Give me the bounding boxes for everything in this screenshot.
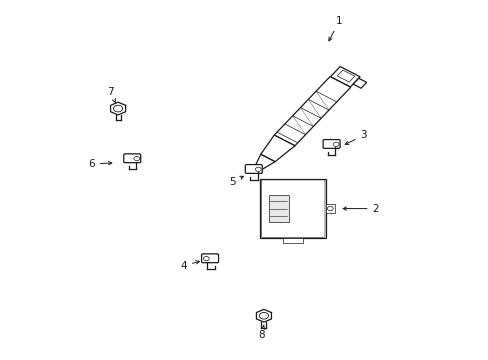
- Bar: [268, 195, 289, 222]
- Text: 3: 3: [345, 130, 366, 144]
- FancyBboxPatch shape: [245, 165, 262, 174]
- Circle shape: [259, 312, 268, 319]
- Bar: [325, 204, 334, 213]
- Text: 4: 4: [180, 261, 199, 271]
- Text: 2: 2: [343, 203, 378, 213]
- Circle shape: [113, 105, 122, 112]
- Polygon shape: [110, 102, 125, 115]
- Text: 1: 1: [328, 16, 342, 41]
- Polygon shape: [274, 77, 350, 146]
- Circle shape: [255, 167, 261, 171]
- Polygon shape: [260, 135, 294, 162]
- Bar: [260, 179, 325, 238]
- Circle shape: [333, 142, 338, 147]
- FancyBboxPatch shape: [123, 154, 141, 163]
- Circle shape: [134, 157, 140, 161]
- Polygon shape: [352, 78, 366, 88]
- FancyBboxPatch shape: [323, 140, 339, 148]
- Polygon shape: [254, 154, 274, 170]
- Bar: [283, 238, 302, 243]
- Text: 5: 5: [228, 176, 243, 187]
- Text: 6: 6: [88, 159, 112, 169]
- Text: 7: 7: [107, 87, 115, 103]
- FancyBboxPatch shape: [201, 254, 218, 263]
- Polygon shape: [256, 309, 271, 322]
- Text: 8: 8: [258, 325, 264, 341]
- Polygon shape: [330, 67, 359, 87]
- Circle shape: [203, 256, 209, 261]
- Circle shape: [327, 206, 332, 211]
